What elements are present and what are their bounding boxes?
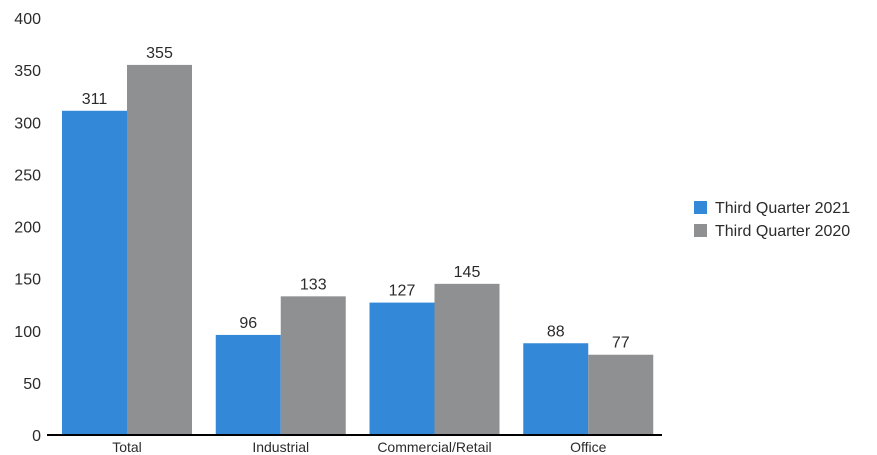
data-label: 145 [454, 264, 481, 281]
bar-series-1 [369, 302, 435, 435]
data-label: 311 [82, 91, 108, 108]
legend-label: Third Quarter 2020 [715, 223, 850, 240]
y-axis-ticks: 0 50 100 150 200 250 300 350 400 [14, 11, 41, 445]
data-label: 77 [612, 335, 630, 352]
bar-series-2 [280, 296, 346, 435]
x-axis-category-labels: Total Industrial Commercial/Retail Office [112, 439, 606, 455]
y-tick-label: 250 [14, 167, 41, 184]
data-label: 127 [389, 283, 416, 300]
bar-series-2 [127, 64, 192, 435]
data-label: 355 [146, 45, 173, 62]
data-label: 96 [239, 315, 257, 332]
data-labels: 311 355 96 133 127 145 88 77 [82, 45, 630, 352]
y-tick-label: 300 [14, 115, 41, 132]
y-tick-label: 0 [32, 428, 41, 445]
data-label: 133 [300, 276, 327, 293]
legend-swatch [694, 224, 707, 237]
y-tick-label: 50 [23, 376, 41, 393]
bar-series-1 [62, 110, 127, 435]
x-category-label: Industrial [252, 439, 309, 455]
y-tick-label: 100 [14, 324, 41, 341]
bar-series-2 [434, 283, 500, 435]
bar-series-1 [523, 343, 589, 435]
y-tick-label: 350 [14, 63, 41, 80]
x-category-label: Commercial/Retail [377, 439, 491, 455]
bar-series-2 [588, 354, 654, 435]
x-category-label: Office [570, 439, 607, 455]
y-tick-label: 150 [14, 272, 41, 289]
legend-swatch [694, 201, 707, 214]
legend-label: Third Quarter 2021 [715, 200, 850, 217]
x-category-label: Total [112, 439, 142, 455]
y-tick-label: 400 [14, 11, 41, 28]
bar-series-1 [215, 334, 281, 435]
y-tick-label: 200 [14, 220, 41, 237]
legend: Third Quarter 2021 Third Quarter 2020 [694, 200, 850, 240]
bars [62, 64, 654, 435]
data-label: 88 [547, 323, 565, 340]
